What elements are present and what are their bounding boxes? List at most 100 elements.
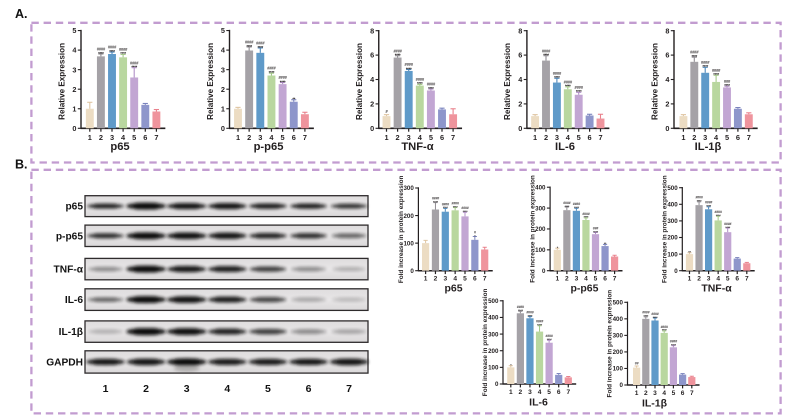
svg-text:7: 7 xyxy=(566,389,570,396)
svg-text:####: #### xyxy=(427,82,436,87)
svg-text:Relative Expression: Relative Expression xyxy=(355,43,364,120)
svg-text:100: 100 xyxy=(613,366,624,373)
svg-text:6: 6 xyxy=(736,133,740,142)
svg-text:5: 5 xyxy=(429,133,433,142)
svg-text:100: 100 xyxy=(488,365,499,372)
svg-text:4: 4 xyxy=(221,46,226,55)
svg-text:2: 2 xyxy=(519,389,523,396)
svg-text:3: 3 xyxy=(575,276,579,283)
svg-text:500: 500 xyxy=(667,185,678,192)
svg-text:####: #### xyxy=(695,196,702,200)
svg-text:1: 1 xyxy=(681,133,685,142)
svg-text:2: 2 xyxy=(518,100,522,109)
svg-text:4: 4 xyxy=(566,133,571,142)
svg-text:****: **** xyxy=(131,65,137,70)
svg-text:1: 1 xyxy=(72,104,76,113)
svg-text:1: 1 xyxy=(688,276,692,283)
svg-text:6: 6 xyxy=(306,383,312,395)
svg-text:300: 300 xyxy=(667,218,678,225)
svg-text:****: **** xyxy=(593,230,599,234)
svg-text:**: ** xyxy=(604,242,607,246)
svg-text:p-p65: p-p65 xyxy=(570,283,598,295)
svg-text:####: #### xyxy=(278,75,287,80)
svg-text:####: #### xyxy=(256,41,265,46)
svg-text:A.: A. xyxy=(15,7,28,21)
svg-text:**: ** xyxy=(292,97,295,102)
svg-text:400: 400 xyxy=(613,316,624,323)
svg-text:IL-1β: IL-1β xyxy=(695,141,722,153)
svg-text:####: #### xyxy=(564,79,573,84)
svg-text:####: #### xyxy=(546,334,553,338)
svg-text:####: #### xyxy=(553,71,562,76)
svg-text:6: 6 xyxy=(557,389,561,396)
svg-text:0: 0 xyxy=(619,382,623,389)
svg-text:Relative Expression: Relative Expression xyxy=(651,43,660,120)
svg-text:****: **** xyxy=(269,70,275,75)
svg-text:300: 300 xyxy=(535,205,546,212)
svg-text:1: 1 xyxy=(509,389,513,396)
svg-text:****: **** xyxy=(395,53,401,58)
svg-text:****: **** xyxy=(518,309,524,313)
svg-text:####: #### xyxy=(393,48,402,53)
svg-text:####: #### xyxy=(701,60,710,65)
svg-text:IL-6: IL-6 xyxy=(555,141,575,153)
svg-text:2: 2 xyxy=(692,133,696,142)
svg-text:****: **** xyxy=(724,83,730,88)
svg-text:Fold increase in protein expre: Fold increase in protein expression xyxy=(398,175,405,283)
svg-text:*: * xyxy=(510,364,512,368)
svg-text:7: 7 xyxy=(690,390,694,397)
svg-text:****: **** xyxy=(109,49,115,54)
svg-text:****: **** xyxy=(528,314,534,318)
svg-text:####: #### xyxy=(563,201,570,205)
svg-text:300: 300 xyxy=(488,331,499,338)
svg-text:Fold increase in protein expre: Fold increase in protein expression xyxy=(482,289,489,397)
svg-text:GAPDH: GAPDH xyxy=(46,358,83,369)
svg-text:5: 5 xyxy=(265,383,271,395)
svg-text:####: #### xyxy=(690,50,699,55)
svg-text:****: **** xyxy=(671,343,677,347)
svg-text:3: 3 xyxy=(707,276,711,283)
svg-text:####: #### xyxy=(705,201,712,205)
svg-text:4: 4 xyxy=(224,383,230,395)
svg-text:3: 3 xyxy=(110,133,114,142)
svg-text:2: 2 xyxy=(247,133,251,142)
svg-text:0: 0 xyxy=(410,268,414,275)
svg-text:****: **** xyxy=(564,205,570,209)
svg-text:2: 2 xyxy=(72,85,76,94)
svg-text:####: #### xyxy=(416,77,425,82)
svg-text:6: 6 xyxy=(143,133,147,142)
svg-text:****: **** xyxy=(463,210,469,214)
svg-text:Fold increase in protein expre: Fold increase in protein expression xyxy=(662,175,669,283)
svg-text:####: #### xyxy=(575,85,584,90)
svg-text:****: **** xyxy=(443,206,449,210)
svg-text:6: 6 xyxy=(473,276,477,283)
svg-text:3: 3 xyxy=(221,65,225,74)
svg-text:5: 5 xyxy=(72,26,76,35)
svg-text:4: 4 xyxy=(418,133,423,142)
svg-text:400: 400 xyxy=(488,315,499,322)
svg-text:TNF-α: TNF-α xyxy=(401,141,433,153)
svg-text:200: 200 xyxy=(403,213,414,220)
svg-text:#: # xyxy=(385,109,388,114)
svg-text:0: 0 xyxy=(542,268,546,275)
svg-text:p65: p65 xyxy=(110,141,129,153)
svg-text:####: #### xyxy=(130,60,139,65)
svg-text:3: 3 xyxy=(528,389,532,396)
svg-text:8: 8 xyxy=(370,26,374,35)
svg-text:4: 4 xyxy=(72,46,77,55)
svg-text:200: 200 xyxy=(667,235,678,242)
svg-text:5: 5 xyxy=(577,133,581,142)
svg-text:Fold increase in protein expre: Fold increase in protein expression xyxy=(530,175,537,283)
svg-text:IL-1β: IL-1β xyxy=(59,327,83,338)
svg-text:7: 7 xyxy=(613,276,617,283)
svg-text:7: 7 xyxy=(483,276,487,283)
svg-text:****: **** xyxy=(120,51,126,56)
svg-text:5: 5 xyxy=(281,133,285,142)
svg-text:####: #### xyxy=(536,320,543,324)
svg-text:5: 5 xyxy=(547,389,551,396)
svg-text:1: 1 xyxy=(555,276,559,283)
svg-text:100: 100 xyxy=(403,240,414,247)
svg-text:6: 6 xyxy=(588,133,592,142)
svg-text:Relative Expression: Relative Expression xyxy=(503,43,512,120)
svg-text:****: **** xyxy=(406,66,412,71)
